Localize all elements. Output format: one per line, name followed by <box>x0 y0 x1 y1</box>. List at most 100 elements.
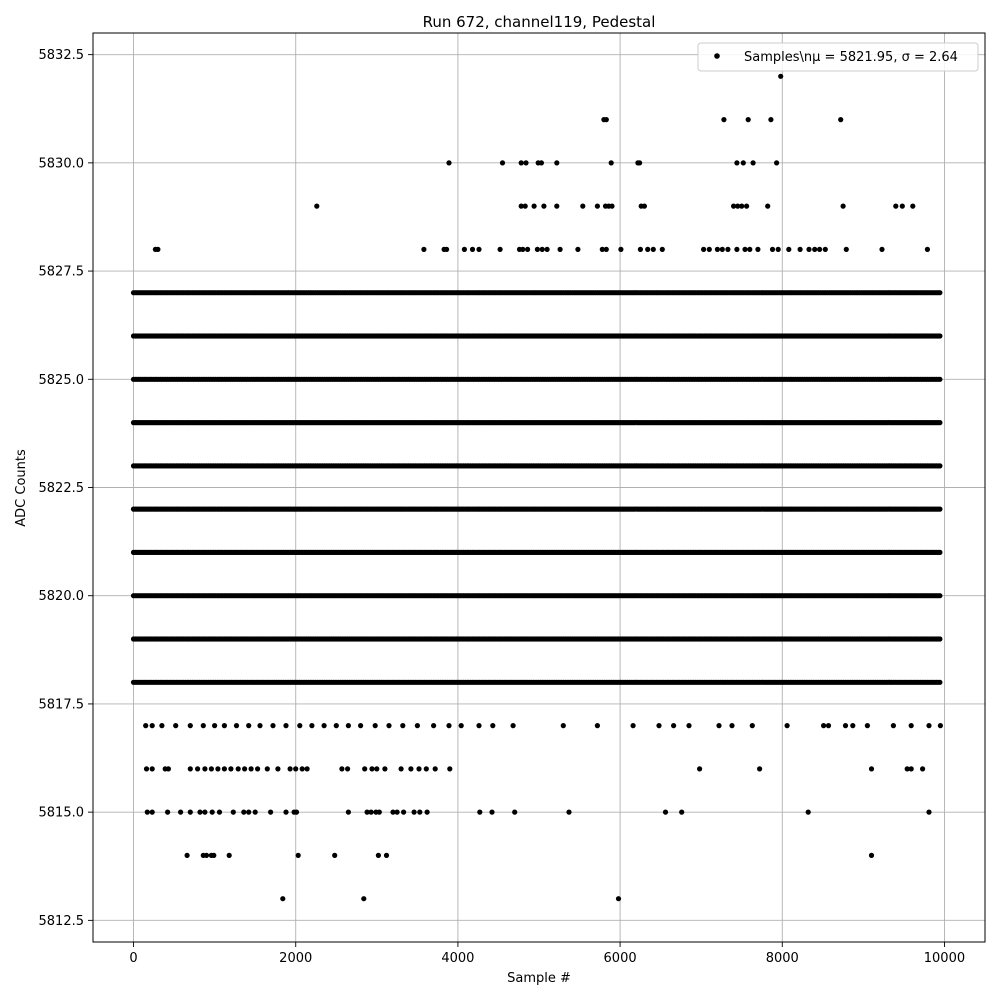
data-point <box>864 723 871 729</box>
data-point <box>208 766 214 772</box>
legend: Samples\nμ = 5821.95, σ = 2.64 <box>697 42 979 72</box>
data-point <box>920 766 926 772</box>
data-point <box>209 809 215 815</box>
data-point <box>580 203 586 209</box>
data-point <box>280 896 286 902</box>
data-point <box>755 246 761 252</box>
data-point <box>187 723 193 729</box>
data-point <box>544 246 550 252</box>
data-point <box>184 852 190 859</box>
data-point <box>734 246 740 252</box>
data-point <box>497 246 503 252</box>
data-point <box>937 420 943 426</box>
data-point <box>476 723 482 729</box>
data-point <box>144 809 150 815</box>
data-point <box>368 809 374 815</box>
data-point <box>321 723 327 729</box>
y-axis-ticks: 5812.55815.05817.55820.05822.55825.05827… <box>39 48 93 929</box>
data-point <box>908 723 914 729</box>
data-point <box>937 549 943 556</box>
data-point <box>394 809 400 815</box>
data-point <box>899 203 905 209</box>
data-point <box>382 766 388 772</box>
data-point <box>879 246 885 252</box>
data-point <box>414 723 420 729</box>
data-point <box>149 723 155 729</box>
data-point <box>838 117 844 123</box>
data-point <box>908 766 914 772</box>
data-point <box>333 723 339 729</box>
data-point <box>599 246 605 252</box>
data-point <box>821 723 827 729</box>
data-point <box>362 766 368 772</box>
data-point <box>512 809 518 815</box>
data-point <box>539 246 545 252</box>
data-point <box>374 766 380 772</box>
data-point <box>408 766 414 772</box>
data-point <box>212 723 218 729</box>
data-point <box>784 723 790 729</box>
data-point <box>203 852 210 859</box>
data-point <box>721 117 727 123</box>
data-point <box>825 723 832 729</box>
data-point <box>432 766 438 772</box>
data-point <box>401 809 407 815</box>
data-point <box>775 246 781 252</box>
data-point <box>469 246 476 252</box>
data-point <box>729 723 735 729</box>
data-point <box>270 723 276 729</box>
data-point <box>233 723 240 729</box>
data-point <box>178 809 184 815</box>
data-point <box>358 723 364 729</box>
data-point <box>749 723 755 729</box>
data-point <box>287 766 293 772</box>
data-point <box>893 203 899 209</box>
data-point <box>364 809 370 815</box>
data-point <box>735 203 741 209</box>
data-point <box>744 203 750 209</box>
data-point <box>458 723 464 729</box>
data-point <box>630 723 636 729</box>
data-point <box>716 723 722 729</box>
data-point <box>641 203 648 209</box>
data-point <box>686 723 692 729</box>
data-point <box>769 246 776 252</box>
data-point <box>937 463 943 469</box>
data-point <box>778 73 784 79</box>
data-point <box>817 246 823 252</box>
data-point <box>252 809 258 815</box>
data-point <box>216 809 223 815</box>
data-points <box>130 73 944 902</box>
data-point <box>937 593 943 599</box>
data-point <box>609 203 615 209</box>
data-point <box>937 376 943 382</box>
data-point <box>518 203 524 209</box>
data-point <box>295 852 301 859</box>
data-point <box>202 766 208 772</box>
data-point <box>937 636 943 642</box>
data-point <box>446 160 452 166</box>
data-point <box>293 809 300 815</box>
x-tick-label: 0 <box>129 951 137 966</box>
data-point <box>541 203 547 209</box>
data-point <box>376 809 382 815</box>
data-point <box>531 203 537 209</box>
data-point <box>221 766 227 772</box>
data-point <box>926 723 932 729</box>
data-point <box>739 203 745 209</box>
data-point <box>235 766 241 772</box>
data-point <box>187 766 193 772</box>
data-point <box>656 723 662 729</box>
y-tick-label: 5817.5 <box>39 697 85 712</box>
data-point <box>868 852 875 859</box>
legend-marker <box>714 53 720 59</box>
data-point <box>309 723 315 729</box>
data-point <box>490 723 496 729</box>
data-point <box>299 766 305 772</box>
data-point <box>423 766 429 772</box>
data-point <box>241 809 247 815</box>
data-point <box>165 809 171 815</box>
data-point <box>637 160 643 166</box>
data-point <box>447 766 453 772</box>
